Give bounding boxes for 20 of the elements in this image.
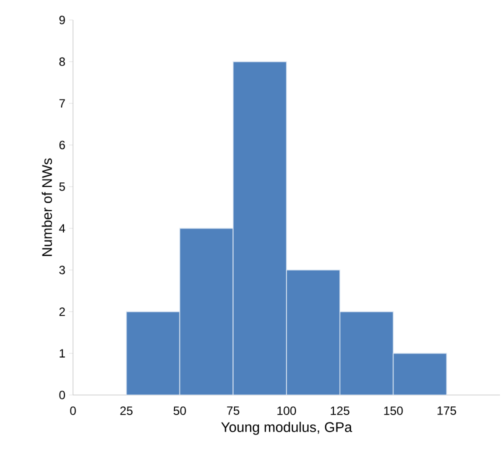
y-tick-label: 0 [59, 390, 66, 400]
x-tick-label: 0 [70, 406, 76, 415]
y-tick-label: 8 [59, 57, 65, 66]
y-tick-label: 3 [59, 266, 65, 274]
y-tick-label: 2 [59, 307, 65, 316]
y-tick-label: 6 [59, 140, 65, 150]
y-tick-label: 4 [59, 224, 66, 232]
y-tick-label: 5 [59, 182, 65, 191]
x-tick-label: 75 [227, 406, 240, 415]
y-tick-label: 1 [60, 349, 65, 358]
x-tick-label: 125 [330, 406, 350, 415]
y-tick-label: 7 [59, 99, 65, 108]
x-tick-label: 25 [120, 406, 133, 415]
x-tick-label: 150 [384, 406, 403, 415]
x-tick-label: 100 [277, 406, 296, 415]
x-axis-title: Young modulus, GPa [221, 422, 352, 435]
x-tick-label: 175 [438, 406, 456, 415]
x-tick-label: 50 [174, 406, 186, 415]
y-tick-label: 9 [59, 16, 65, 24]
y-axis-title: Number of NWs [42, 158, 52, 256]
